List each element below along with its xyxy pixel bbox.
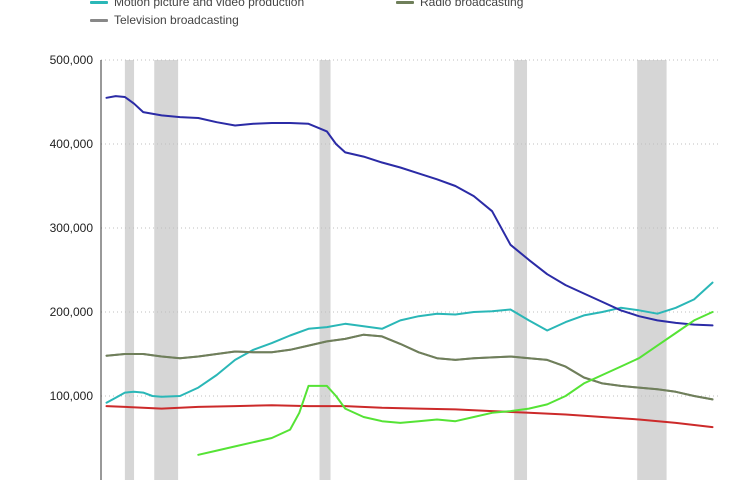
legend-label-motion-picture: Motion picture and video production bbox=[114, 0, 305, 9]
y-tick-label-0: 100,000 bbox=[50, 389, 94, 403]
recession-band-2 bbox=[319, 60, 331, 480]
recession-band-0 bbox=[124, 60, 135, 480]
series-line-2 bbox=[105, 333, 714, 401]
y-tick-label-3: 400,000 bbox=[50, 137, 94, 151]
recession-band-1 bbox=[154, 60, 179, 480]
y-tick-label-1: 200,000 bbox=[50, 305, 94, 319]
series-line-3 bbox=[105, 95, 714, 327]
legend-swatch-motion-picture bbox=[90, 0, 108, 4]
legend-item-motion-picture: Motion picture and video production bbox=[90, 0, 304, 9]
series-line-0 bbox=[105, 281, 714, 404]
legend-item-radio: Radio broadcasting bbox=[396, 0, 523, 9]
y-tick-label-2: 300,000 bbox=[50, 221, 94, 235]
legend-label-television: Television broadcasting bbox=[114, 13, 239, 27]
legend-label-radio: Radio broadcasting bbox=[420, 0, 524, 9]
series-line-5 bbox=[197, 311, 714, 456]
recession-band-3 bbox=[514, 60, 528, 480]
legend-swatch-radio bbox=[396, 0, 414, 4]
legend-swatch-television bbox=[90, 18, 108, 22]
y-tick-label-4: 500,000 bbox=[50, 53, 94, 67]
series-line-4 bbox=[105, 404, 714, 429]
legend-item-television: Television broadcasting bbox=[90, 13, 239, 27]
recession-band-4 bbox=[637, 60, 667, 480]
